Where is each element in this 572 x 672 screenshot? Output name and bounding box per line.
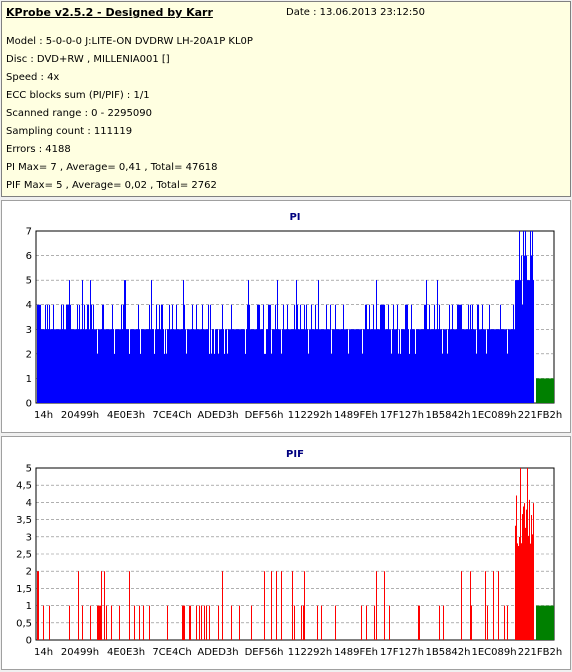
y-tick-label: 2,5 [16, 550, 32, 561]
y-tick-label: 5 [26, 464, 32, 475]
x-tick-label: 221FB2h [518, 410, 562, 421]
x-tick-label: 1489FEh [334, 647, 378, 658]
y-tick-label: 0,5 [16, 618, 32, 629]
info-sampling-count: Sampling count : 111119 [6, 126, 133, 137]
x-tick-label: 14h [34, 410, 53, 421]
y-tick-label: 2 [26, 349, 32, 360]
app-title: KProbe v2.5.2 - Designed by Karr [6, 6, 213, 19]
x-tick-label: 112292h [288, 647, 333, 658]
x-tick-label: 4E0E3h [107, 410, 145, 421]
x-tick-label: DEF56h [245, 410, 284, 421]
pif-chart-panel: PIF 0 0,5 1 1,5 2 2,5 3 3,5 4 4,5 5 14h 20499h 4E0E3h 7… [1, 436, 571, 670]
x-tick-label: 4E0E3h [107, 647, 145, 658]
scan-date: Date : 13.06.2013 23:12:50 [286, 7, 425, 18]
x-tick-label: 14h [34, 647, 53, 658]
info-scanned-range: Scanned range : 0 - 2295090 [6, 108, 152, 119]
y-tick-label: 1 [26, 374, 32, 385]
x-tick-label: 17F127h [380, 410, 424, 421]
end-marker [536, 605, 554, 640]
y-tick-label: 3 [26, 325, 32, 336]
bars-group [37, 468, 534, 640]
bars-group [37, 231, 534, 403]
y-tick-label: 7 [26, 227, 32, 238]
x-tick-label: 1EC089h [471, 647, 516, 658]
x-tick-label: 1B5842h [425, 647, 470, 658]
pif-chart: PIF 0 0,5 1 1,5 2 2,5 3 3,5 4 4,5 5 14h 20499h 4E0E3h 7… [16, 449, 562, 658]
x-tick-label: 1489FEh [334, 410, 378, 421]
x-tick-label: 112292h [288, 410, 333, 421]
chart-title-0: PI [289, 212, 300, 223]
x-tick-label: ADED3h [197, 410, 238, 421]
info-model: Model : 5-0-0-0 J:LITE-ON DVDRW LH-20A1P… [6, 36, 253, 47]
x-tick-label: ADED3h [197, 647, 238, 658]
y-tick-label: 0 [26, 636, 32, 647]
info-speed: Speed : 4x [6, 72, 60, 83]
pi-chart: PI 0 1 2 3 4 5 6 7 14h 20499h 4E0E3h 7CE4Ch ADED3h DEF… [26, 212, 563, 421]
info-panel: KProbe v2.5.2 - Designed by Karr Date : … [1, 1, 571, 197]
y-tick-label: 4,5 [16, 481, 32, 492]
y-tick-label: 4 [26, 300, 32, 311]
info-ecc-blocks: ECC blocks sum (PI/PIF) : 1/1 [6, 90, 150, 101]
y-tick-label: 5 [26, 276, 32, 287]
x-tick-label: 1B5842h [425, 410, 470, 421]
y-tick-label: 3,5 [16, 515, 32, 526]
end-marker [536, 378, 554, 403]
info-errors: Errors : 4188 [6, 144, 71, 155]
x-tick-label: 20499h [61, 410, 99, 421]
x-tick-label: 7CE4Ch [152, 647, 191, 658]
y-tick-label: 1 [26, 601, 32, 612]
x-tick-label: 1EC089h [471, 410, 516, 421]
y-tick-label: 4 [26, 498, 32, 509]
y-tick-label: 3 [26, 532, 32, 543]
x-tick-label: DEF56h [245, 647, 284, 658]
x-tick-label: 17F127h [380, 647, 424, 658]
x-tick-label: 221FB2h [518, 647, 562, 658]
info-disc: Disc : DVD+RW , MILLENIA001 [] [6, 54, 170, 65]
y-tick-label: 1,5 [16, 584, 32, 595]
y-tick-label: 6 [26, 251, 32, 262]
x-tick-label: 20499h [61, 647, 99, 658]
y-tick-label: 0 [26, 399, 32, 410]
y-tick-label: 2 [26, 567, 32, 578]
pi-chart-panel: PI 0 1 2 3 4 5 6 7 14h 20499h 4E0E3h 7CE4Ch ADED3h DEF… [1, 200, 571, 433]
info-pif-summary: PIF Max= 5 , Average= 0,02 , Total= 2762 [6, 180, 217, 191]
x-tick-label: 7CE4Ch [152, 410, 191, 421]
info-pi-summary: PI Max= 7 , Average= 0,41 , Total= 47618 [6, 162, 218, 173]
chart-title-1: PIF [286, 449, 304, 460]
